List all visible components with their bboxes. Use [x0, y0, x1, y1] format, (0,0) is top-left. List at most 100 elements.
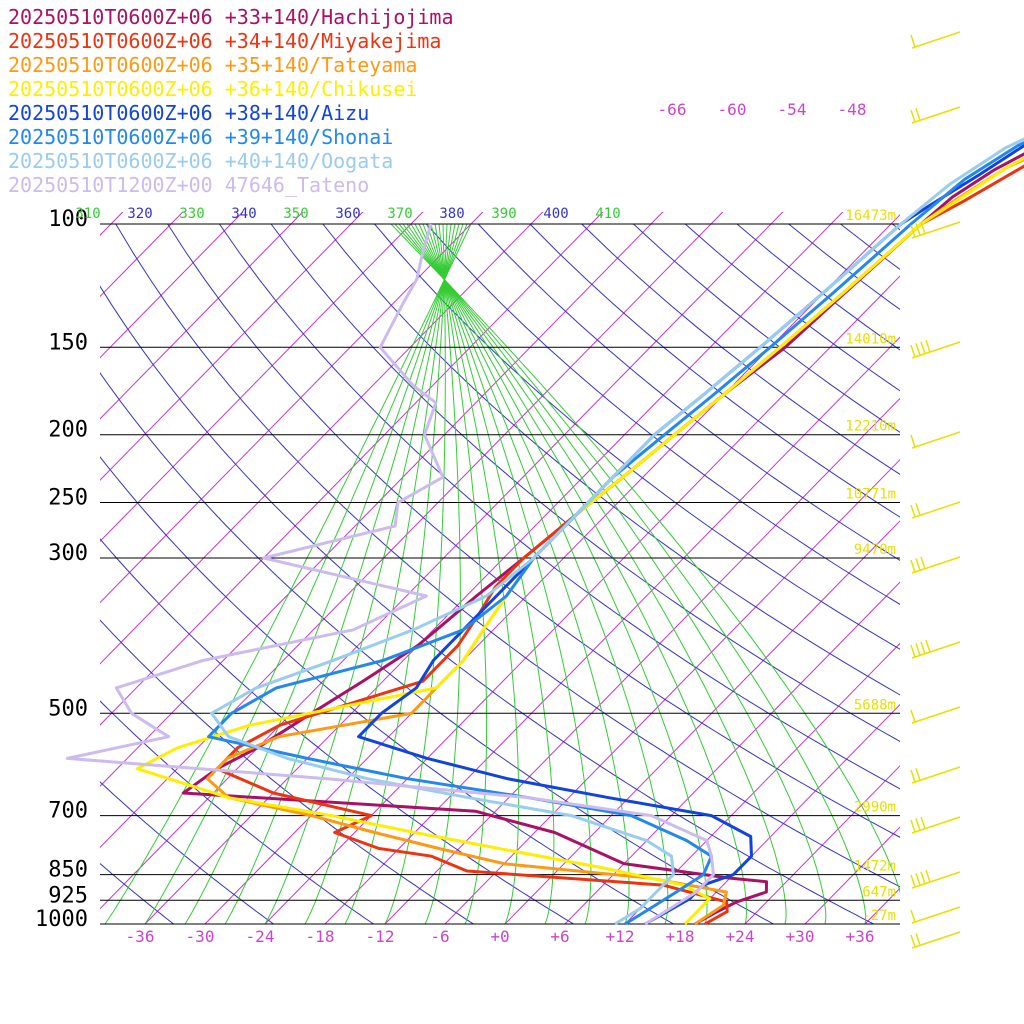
isotherm — [100, 212, 184, 298]
legend-entry: 20250510T0600Z+06 +34+140/Miyakejima — [8, 29, 441, 53]
dry-adiabat — [840, 223, 900, 270]
moist-adiabat — [104, 223, 472, 924]
height-label: 14010m — [845, 331, 896, 347]
height-label: 2990m — [854, 800, 896, 816]
temperature-tick-label: +24 — [726, 927, 755, 946]
wind-barb — [910, 501, 961, 519]
isotherm — [504, 520, 900, 924]
sounding-line — [207, 141, 1024, 926]
isotherm-lines — [0, 100, 1024, 924]
isotherm — [100, 212, 424, 543]
wind-barb — [910, 869, 961, 889]
wind-barb — [910, 31, 961, 49]
isotherm — [100, 212, 664, 787]
height-label: 12210m — [845, 419, 896, 435]
isotherm — [564, 581, 900, 924]
isotherm — [144, 212, 844, 924]
temperature-tick-label: -24 — [246, 927, 275, 946]
temperature-tick-label: +6 — [550, 927, 569, 946]
dry-adiabat — [529, 223, 900, 518]
dry-adiabat — [633, 223, 900, 433]
temperature-tick-label: +0 — [490, 927, 509, 946]
legend: 20250510T0600Z+06 +33+140/Hachijojima202… — [8, 5, 454, 197]
legend-entry: 20250510T0600Z+06 +39+140/Shonai — [8, 125, 393, 149]
pressure-label: 500 — [48, 696, 88, 721]
isotherm — [100, 212, 484, 604]
isotherm — [100, 212, 604, 726]
isotherm — [100, 212, 544, 665]
isotherm — [100, 212, 244, 359]
legend-entry: 20250510T0600Z+06 +40+140/Oogata — [8, 149, 393, 173]
dry-adiabat — [477, 223, 900, 561]
wind-barb — [910, 766, 961, 784]
theta-label: 370 — [387, 206, 412, 222]
sounding-profiles — [65, 137, 1024, 926]
dry-adiabat — [167, 223, 900, 838]
dry-adiabat — [892, 223, 900, 231]
moist-adiabat — [264, 223, 456, 924]
isotherm — [100, 212, 304, 420]
isotherm — [100, 212, 724, 849]
theta-label: 310 — [75, 206, 100, 222]
temperature-tick-label: -18 — [306, 927, 335, 946]
sounding-line — [215, 164, 1024, 926]
legend-entry: 20250510T0600Z+06 +35+140/Tateyama — [8, 53, 417, 77]
pressure-label: 1000 — [35, 907, 88, 932]
dry-adiabat — [270, 223, 900, 743]
pressure-label: 700 — [48, 799, 88, 824]
wind-barb — [910, 556, 961, 574]
theta-label: 380 — [439, 206, 464, 222]
wind-barb — [910, 339, 961, 359]
wind-barb — [910, 106, 961, 124]
wind-barb — [910, 906, 961, 924]
isotherm — [100, 212, 364, 481]
theta-label: 400 — [543, 206, 568, 222]
isotherm — [925, 100, 1024, 924]
moist-adiabat — [344, 223, 448, 924]
wind-barb — [910, 639, 961, 659]
isotherm — [0, 100, 53, 924]
wind-barb — [910, 221, 961, 239]
wind-barb — [910, 431, 961, 449]
pressure-label: 300 — [48, 541, 88, 566]
sounding-line — [357, 143, 1024, 926]
moist-adiabat — [384, 223, 446, 924]
temperature-tick-label: +18 — [666, 927, 695, 946]
height-label: 16473m — [845, 208, 896, 224]
height-label: -27m — [862, 908, 896, 924]
height-label: 10771m — [845, 487, 896, 503]
isotherm — [744, 765, 900, 924]
isotherm — [204, 214, 900, 924]
theta-label: 350 — [283, 206, 308, 222]
wind-barb — [910, 931, 961, 949]
temperature-tick-label: -6 — [430, 927, 449, 946]
height-label: 9470m — [854, 542, 896, 558]
temperature-tick-label: -36 — [126, 927, 155, 946]
height-label: 1472m — [854, 859, 896, 875]
isotherm — [384, 397, 900, 924]
temperature-tick-label: +30 — [786, 927, 815, 946]
moist-adiabat — [390, 223, 900, 894]
temperature-tick-label: +12 — [606, 927, 635, 946]
height-label: 647m — [862, 884, 896, 900]
pressure-label: 100 — [48, 207, 88, 232]
pressure-label: 250 — [48, 486, 88, 511]
theta-label: 340 — [231, 206, 256, 222]
legend-entry: 20250510T1200Z+00 47646_Tateno — [8, 173, 369, 197]
moist-adiabat — [434, 223, 488, 924]
wind-barb — [910, 706, 961, 724]
temperature-tick-label: -30 — [186, 927, 215, 946]
isotherm — [684, 703, 900, 924]
isotherm — [624, 642, 900, 924]
legend-entry: 20250510T0600Z+06 +38+140/Aizu — [8, 101, 369, 125]
upper-temperature-label: -48 — [838, 100, 867, 119]
upper-temperature-label: -60 — [718, 100, 747, 119]
dry-adiabat — [996, 224, 1024, 924]
isotherm — [985, 100, 1024, 924]
pressure-label: 150 — [48, 330, 88, 355]
theta-label: 330 — [179, 206, 204, 222]
dry-adiabat — [115, 223, 900, 888]
axis-labels: 100 16473m 150 14010m 200 12210m 250 10771m 300 9… — [35, 100, 896, 946]
pressure-label: 200 — [48, 418, 88, 443]
